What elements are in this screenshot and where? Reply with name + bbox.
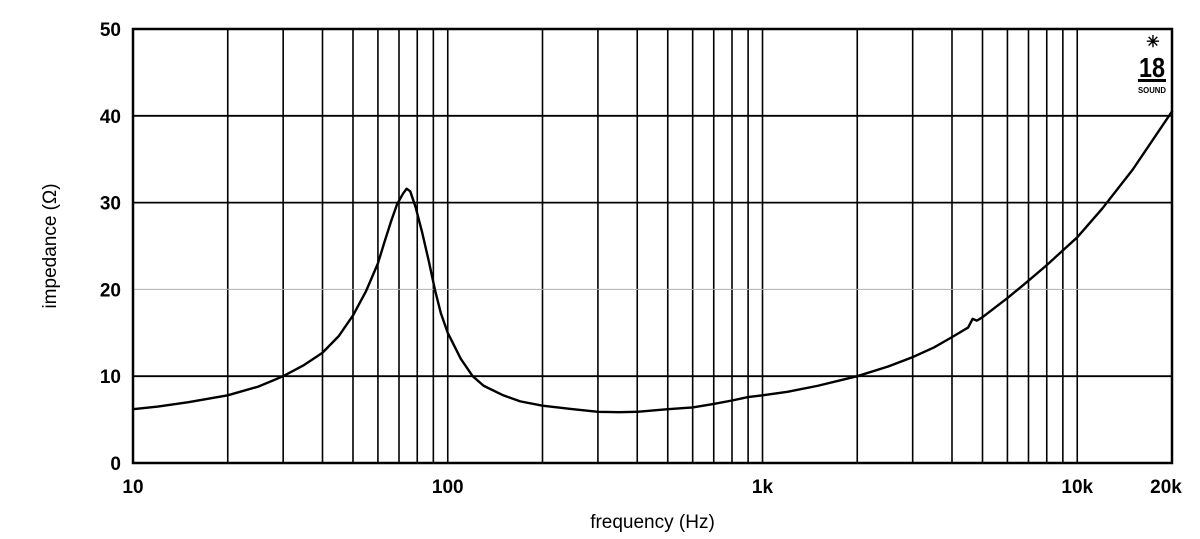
x-tick-label: 1k xyxy=(752,477,774,498)
x-tick-label: 10 xyxy=(122,477,143,498)
logo-bar xyxy=(1138,79,1166,82)
x-tick-label: 100 xyxy=(432,477,464,498)
x-tick-label: 20k xyxy=(1150,477,1182,498)
logo-star-icon: ✳ xyxy=(1146,34,1159,51)
y-axis-title: impedance (Ω) xyxy=(40,183,61,308)
y-tick-label: 40 xyxy=(100,107,121,128)
y-tick-label: 0 xyxy=(110,454,121,475)
grid xyxy=(133,29,1172,463)
logo-number: 18 xyxy=(1139,52,1165,83)
logo-subtext: SOUND xyxy=(1138,86,1166,95)
series-layer xyxy=(131,110,1174,414)
impedance-curve xyxy=(131,110,1174,414)
y-tick-label: 10 xyxy=(100,367,121,388)
x-axis-title: frequency (Hz) xyxy=(590,512,715,533)
y-tick-label: 50 xyxy=(100,20,121,41)
y-tick-label: 30 xyxy=(100,194,121,215)
plot-frame xyxy=(131,27,1174,465)
brand-logo: ✳ 18 SOUND xyxy=(1138,34,1166,95)
y-tick-label: 20 xyxy=(100,280,121,301)
x-tick-labels: 10 100 1k 10k 20k xyxy=(122,477,1182,498)
x-tick-label: 10k xyxy=(1061,477,1093,498)
y-tick-labels: 0 10 20 30 40 50 xyxy=(100,20,121,475)
